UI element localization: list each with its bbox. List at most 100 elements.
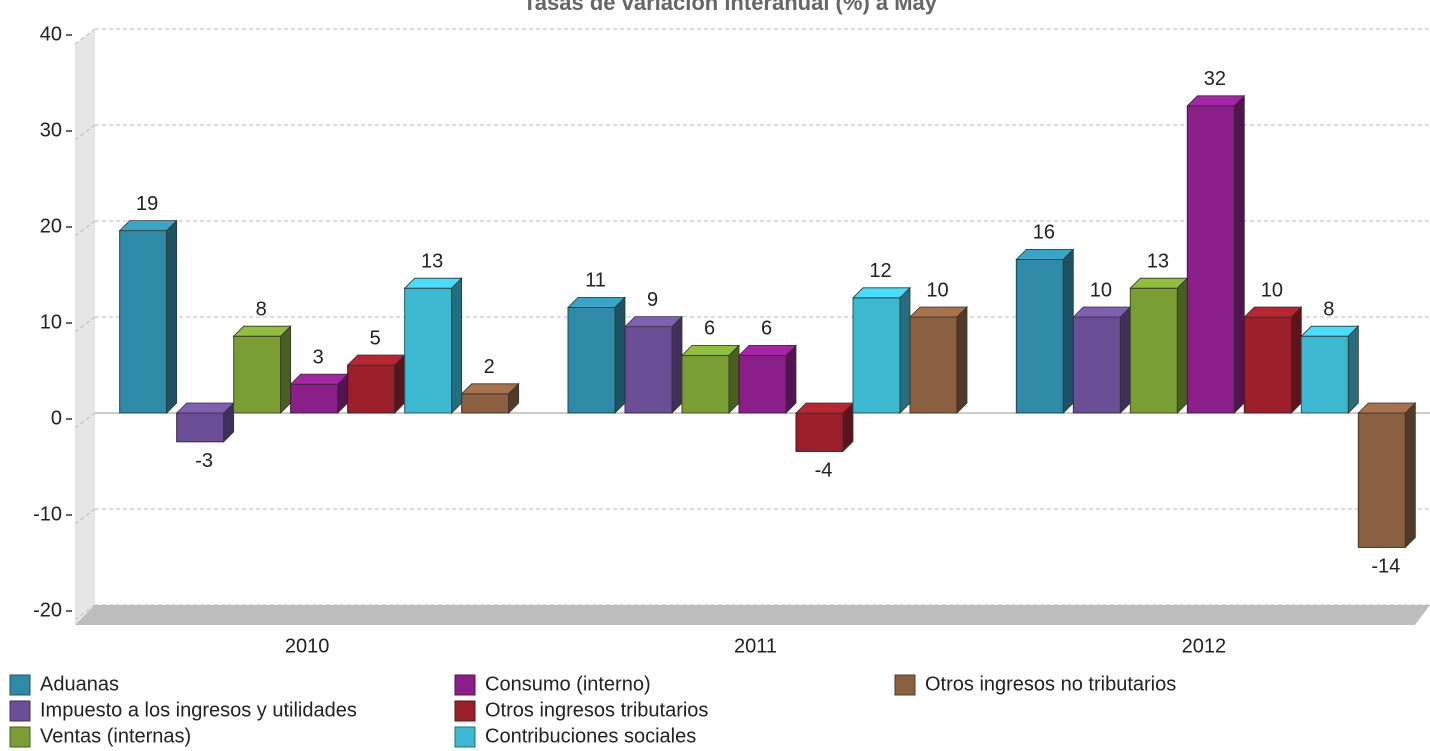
bar-side — [671, 315, 683, 414]
legend-swatch — [9, 674, 31, 696]
bar-front — [1300, 335, 1349, 414]
legend-swatch — [454, 700, 476, 722]
bar-side — [1176, 277, 1188, 414]
legend-label: Otros ingresos tributarios — [485, 699, 708, 721]
bar-side — [842, 402, 854, 453]
bar-side — [280, 325, 292, 414]
value-label: 2 — [484, 356, 495, 378]
x-tick-label: 2010 — [285, 635, 330, 657]
bar-side — [1119, 306, 1131, 414]
bar-front — [738, 354, 787, 414]
bar — [1357, 402, 1417, 549]
bar-front — [852, 297, 901, 414]
bar-front — [119, 230, 168, 414]
bar-front — [461, 393, 510, 414]
bar — [289, 373, 349, 414]
legend-label: Contribuciones sociales — [485, 725, 696, 747]
legend-label: Ventas (internas) — [40, 725, 191, 747]
legend-swatch — [454, 726, 476, 748]
legend-label: Aduanas — [40, 673, 119, 695]
bar — [567, 296, 626, 414]
y-tick-label: -20 — [33, 599, 62, 621]
y-tick-label: 40 — [40, 23, 62, 45]
bar-front — [1072, 316, 1121, 414]
bar-side — [1404, 402, 1416, 549]
value-label: 10 — [1090, 279, 1112, 301]
bar-front — [404, 287, 453, 414]
bar-side — [166, 219, 178, 414]
value-label: 8 — [1323, 298, 1334, 320]
value-label: 9 — [647, 289, 658, 311]
bar — [1243, 306, 1303, 414]
bar — [681, 344, 740, 414]
bar-front — [567, 306, 616, 414]
value-label: 3 — [313, 346, 324, 368]
bar — [738, 344, 797, 414]
bar-front — [1357, 412, 1406, 548]
chart-title: Tasas de variación interanual (%) a May — [523, 0, 938, 15]
legend-swatch — [454, 674, 476, 696]
bar-side — [614, 296, 626, 414]
y-tick-label: 0 — [51, 407, 62, 429]
bar — [1072, 306, 1132, 414]
bar — [403, 277, 463, 414]
bar — [232, 325, 292, 414]
bar — [795, 402, 854, 453]
bar-front — [1015, 258, 1064, 414]
bar-side — [451, 277, 463, 414]
value-label: 6 — [761, 318, 772, 340]
bar — [175, 402, 235, 443]
legend-label: Otros ingresos no tributarios — [925, 673, 1176, 695]
value-label: 13 — [1147, 250, 1169, 272]
bar-side — [785, 344, 797, 414]
bar-side — [223, 402, 235, 443]
bar-side — [1233, 94, 1245, 414]
value-label: 32 — [1204, 68, 1226, 90]
bar-side — [394, 354, 406, 414]
legend-swatch — [894, 674, 916, 696]
bar — [909, 306, 968, 414]
bar — [1186, 94, 1246, 414]
bar-side — [1290, 306, 1302, 414]
bar — [1015, 248, 1075, 414]
bar-side — [1062, 248, 1074, 414]
legend-label: Impuesto a los ingresos y utilidades — [40, 699, 357, 721]
y-tick-label: 10 — [40, 311, 62, 333]
y-tick-label: 30 — [40, 119, 62, 141]
value-label: -14 — [1371, 556, 1400, 578]
bar-front — [347, 364, 396, 414]
value-label: -4 — [815, 460, 833, 482]
bar-front — [681, 354, 730, 414]
bar — [624, 315, 683, 414]
bar — [1129, 277, 1189, 414]
value-label: 12 — [869, 260, 891, 282]
x-tick-label: 2012 — [1182, 635, 1227, 657]
side-wall — [75, 29, 95, 625]
value-label: 10 — [926, 279, 948, 301]
bar — [852, 286, 911, 414]
legend-label: Consumo (interno) — [485, 673, 651, 695]
bar-front — [1186, 105, 1235, 414]
bar-side — [956, 306, 968, 414]
bar — [1300, 325, 1360, 414]
value-label: 16 — [1033, 222, 1055, 244]
bar-front — [290, 383, 339, 414]
x-tick-label: 2011 — [734, 635, 777, 657]
bar — [118, 219, 178, 414]
bar-side — [1347, 325, 1359, 414]
bar-front — [233, 335, 282, 414]
legend-swatch — [9, 726, 31, 748]
value-label: 10 — [1261, 279, 1283, 301]
y-tick-label: 20 — [40, 215, 62, 237]
bar-front — [624, 326, 673, 414]
value-label: 6 — [704, 318, 715, 340]
bar — [346, 354, 406, 414]
floor — [75, 605, 1430, 625]
value-label: -3 — [195, 450, 213, 472]
legend-swatch — [9, 700, 31, 722]
bar-side — [899, 286, 911, 414]
bar-front — [176, 412, 225, 443]
bar — [460, 382, 520, 414]
bar-side — [728, 344, 740, 414]
